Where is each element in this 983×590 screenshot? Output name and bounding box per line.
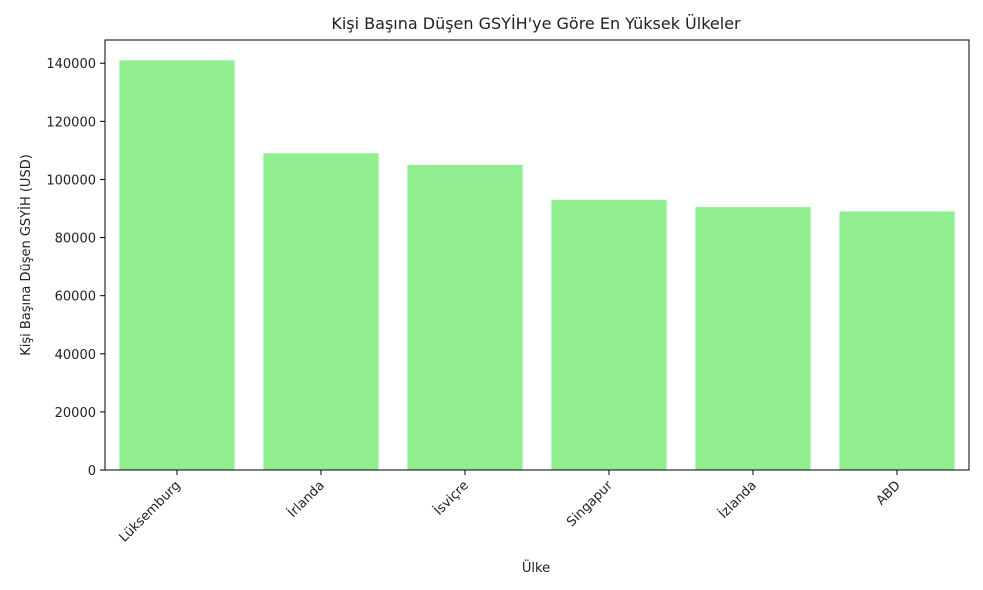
x-tick-label-4: İzlanda — [715, 478, 759, 522]
bar-2 — [407, 164, 523, 470]
chart-title: Kişi Başına Düşen GSYİH'ye Göre En Yükse… — [331, 14, 741, 33]
y-tick-label-3: 60000 — [55, 290, 96, 305]
x-tick-label-0: Lüksemburg — [117, 478, 184, 545]
y-tick-label-6: 120000 — [46, 115, 96, 130]
bar-3 — [551, 199, 667, 471]
y-tick-label-4: 80000 — [55, 232, 96, 247]
y-tick-label-7: 140000 — [46, 57, 96, 72]
plot-frame — [104, 39, 970, 471]
y-axis-label: Kişi Başına Düşen GSYİH (USD) — [18, 154, 34, 356]
y-tick-label-1: 20000 — [55, 406, 96, 421]
x-tick-label-5: ABD — [874, 478, 904, 508]
x-tick-label-1: İrlanda — [285, 478, 328, 521]
bar-0 — [119, 60, 235, 471]
y-tick-label-0: 0 — [88, 464, 96, 479]
bar-4 — [695, 207, 811, 470]
bar-1 — [263, 153, 379, 470]
x-tick-label-2: İsviçre — [431, 478, 472, 519]
y-tick-label-5: 100000 — [46, 173, 96, 188]
bar-5 — [839, 211, 955, 471]
bars-group — [119, 60, 955, 471]
y-tick-label-2: 40000 — [55, 348, 96, 363]
x-tick-label-3: Singapur — [564, 478, 616, 530]
x-axis: Lüksemburg İrlanda İsviçre Singapur İzlanda A… — [117, 470, 904, 545]
y-axis: 0 20000 40000 60000 80000 100000 120000 140000 — [46, 57, 105, 479]
x-axis-label: Ülke — [522, 559, 550, 576]
